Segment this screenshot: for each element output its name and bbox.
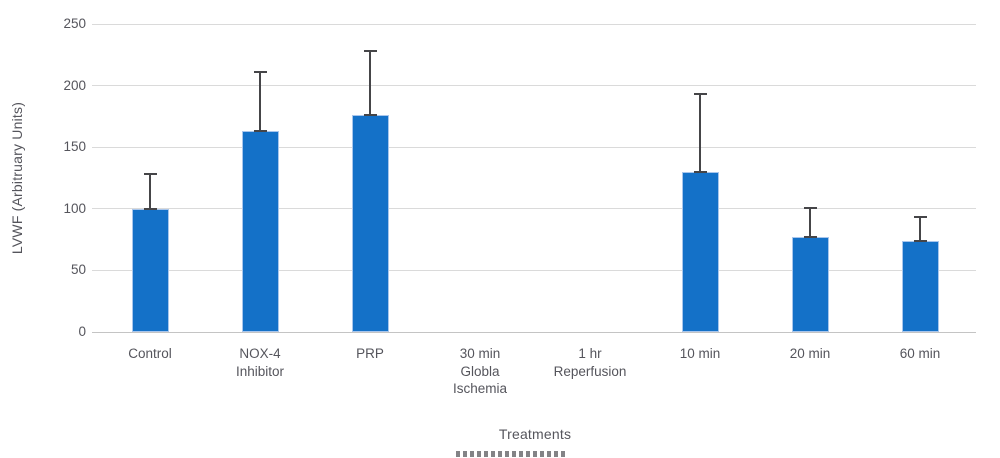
error-bar-bottom-cap — [363, 114, 377, 117]
bar — [901, 240, 939, 332]
bar — [241, 131, 279, 332]
clipped-text-fragment — [456, 451, 568, 457]
category-label: Control — [128, 346, 172, 361]
error-bar-line — [259, 72, 261, 132]
gridline — [92, 269, 976, 271]
category-label: 1 hr Reperfusion — [553, 346, 627, 379]
error-bar-line — [149, 174, 151, 209]
y-tick-label: 50 — [70, 262, 86, 278]
x-axis-title: Treatments — [498, 426, 572, 442]
error-bar-line — [919, 217, 921, 241]
error-bar-top-cap — [913, 216, 927, 219]
gridline — [92, 208, 976, 210]
gridline — [92, 146, 976, 148]
error-bar-bottom-cap — [803, 236, 817, 239]
y-tick-label: 250 — [63, 16, 86, 31]
error-bar-bottom-cap — [143, 207, 157, 210]
bar — [791, 237, 829, 332]
error-bar-bottom-cap — [913, 239, 927, 242]
y-tick-label: 100 — [63, 200, 86, 216]
bar — [351, 115, 389, 332]
y-tick-label: 200 — [63, 77, 86, 93]
bar — [131, 208, 169, 332]
error-bar-line — [809, 207, 811, 238]
x-axis-baseline — [92, 331, 976, 333]
y-tick-label: 0 — [78, 324, 86, 339]
category-label: NOX-4 Inhibitor — [235, 346, 285, 379]
category-label: PRP — [356, 346, 384, 361]
error-bar-bottom-cap — [693, 170, 707, 173]
category-label: 30 min Globla Ischemia — [452, 346, 508, 396]
category-label: 60 min — [899, 346, 941, 361]
bar — [681, 171, 719, 332]
category-label: 10 min — [679, 346, 721, 361]
gridline — [92, 23, 976, 25]
error-bar-top-cap — [253, 71, 267, 74]
error-bar-line — [369, 51, 371, 116]
error-bar-line — [699, 94, 701, 172]
error-bar-top-cap — [363, 50, 377, 53]
error-bar-bottom-cap — [253, 130, 267, 133]
gridline — [92, 85, 976, 87]
error-bar-top-cap — [143, 173, 157, 176]
category-label: 20 min — [789, 346, 831, 361]
y-tick-label: 150 — [63, 139, 86, 155]
error-bar-top-cap — [693, 93, 707, 96]
error-bar-top-cap — [803, 206, 817, 209]
y-axis-title: LVWF (Arbitruary Units) — [9, 101, 25, 255]
